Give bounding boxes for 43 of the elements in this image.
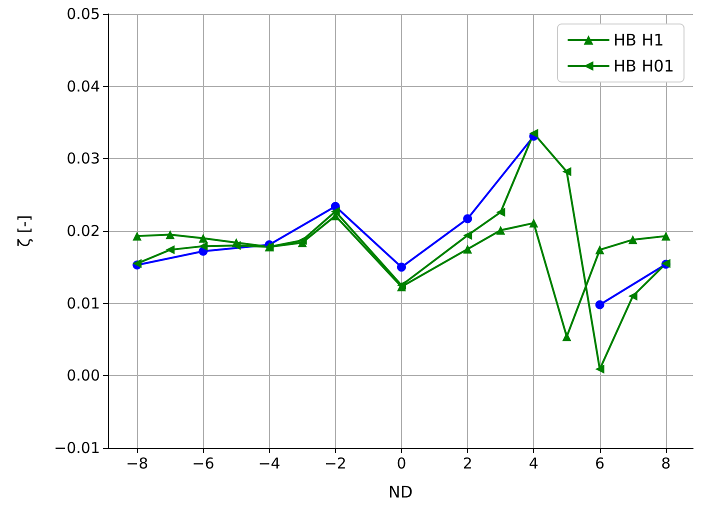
legend-label: HB H1 [614,30,664,50]
point [397,262,406,272]
x-tick-label: −6 [192,454,214,472]
x-tick-label: −4 [258,454,280,472]
legend-label: HB H01 [614,56,674,76]
point [562,167,572,176]
point [529,218,538,228]
point [166,230,175,240]
point [628,235,638,244]
x-tick-label: 4 [528,454,538,472]
point [463,244,472,254]
point [166,245,175,254]
y-tick-label: 0.02 [66,222,100,240]
point [595,245,604,254]
y-tick-label: 0.01 [66,294,100,312]
x-axis-title: ND [388,482,413,502]
y-tick-label: 0.04 [66,77,100,96]
point [198,234,208,243]
x-tick-label: 2 [462,454,472,472]
y-tick-label: 0.05 [66,5,100,23]
point [132,232,142,241]
x-tick-label: 8 [661,454,671,472]
point [595,364,604,374]
point [595,300,604,310]
point [298,236,307,245]
point [496,226,506,235]
point [562,332,572,342]
y-tick-label: 0.00 [66,366,100,385]
point [198,242,208,251]
point [529,128,538,138]
point [661,232,670,241]
point [463,214,472,224]
y-axis-title: ζ [-] [14,214,34,248]
y-tick-label: 0.03 [66,150,100,168]
y-tick-label: −0.01 [54,439,100,457]
x-tick-label: 6 [595,454,605,472]
x-tick-label: −2 [324,454,346,472]
x-tick-label: 0 [396,454,406,472]
x-tick-label: −8 [126,454,148,472]
point [628,292,638,301]
point [330,206,340,216]
point [496,208,506,217]
point [463,230,472,240]
